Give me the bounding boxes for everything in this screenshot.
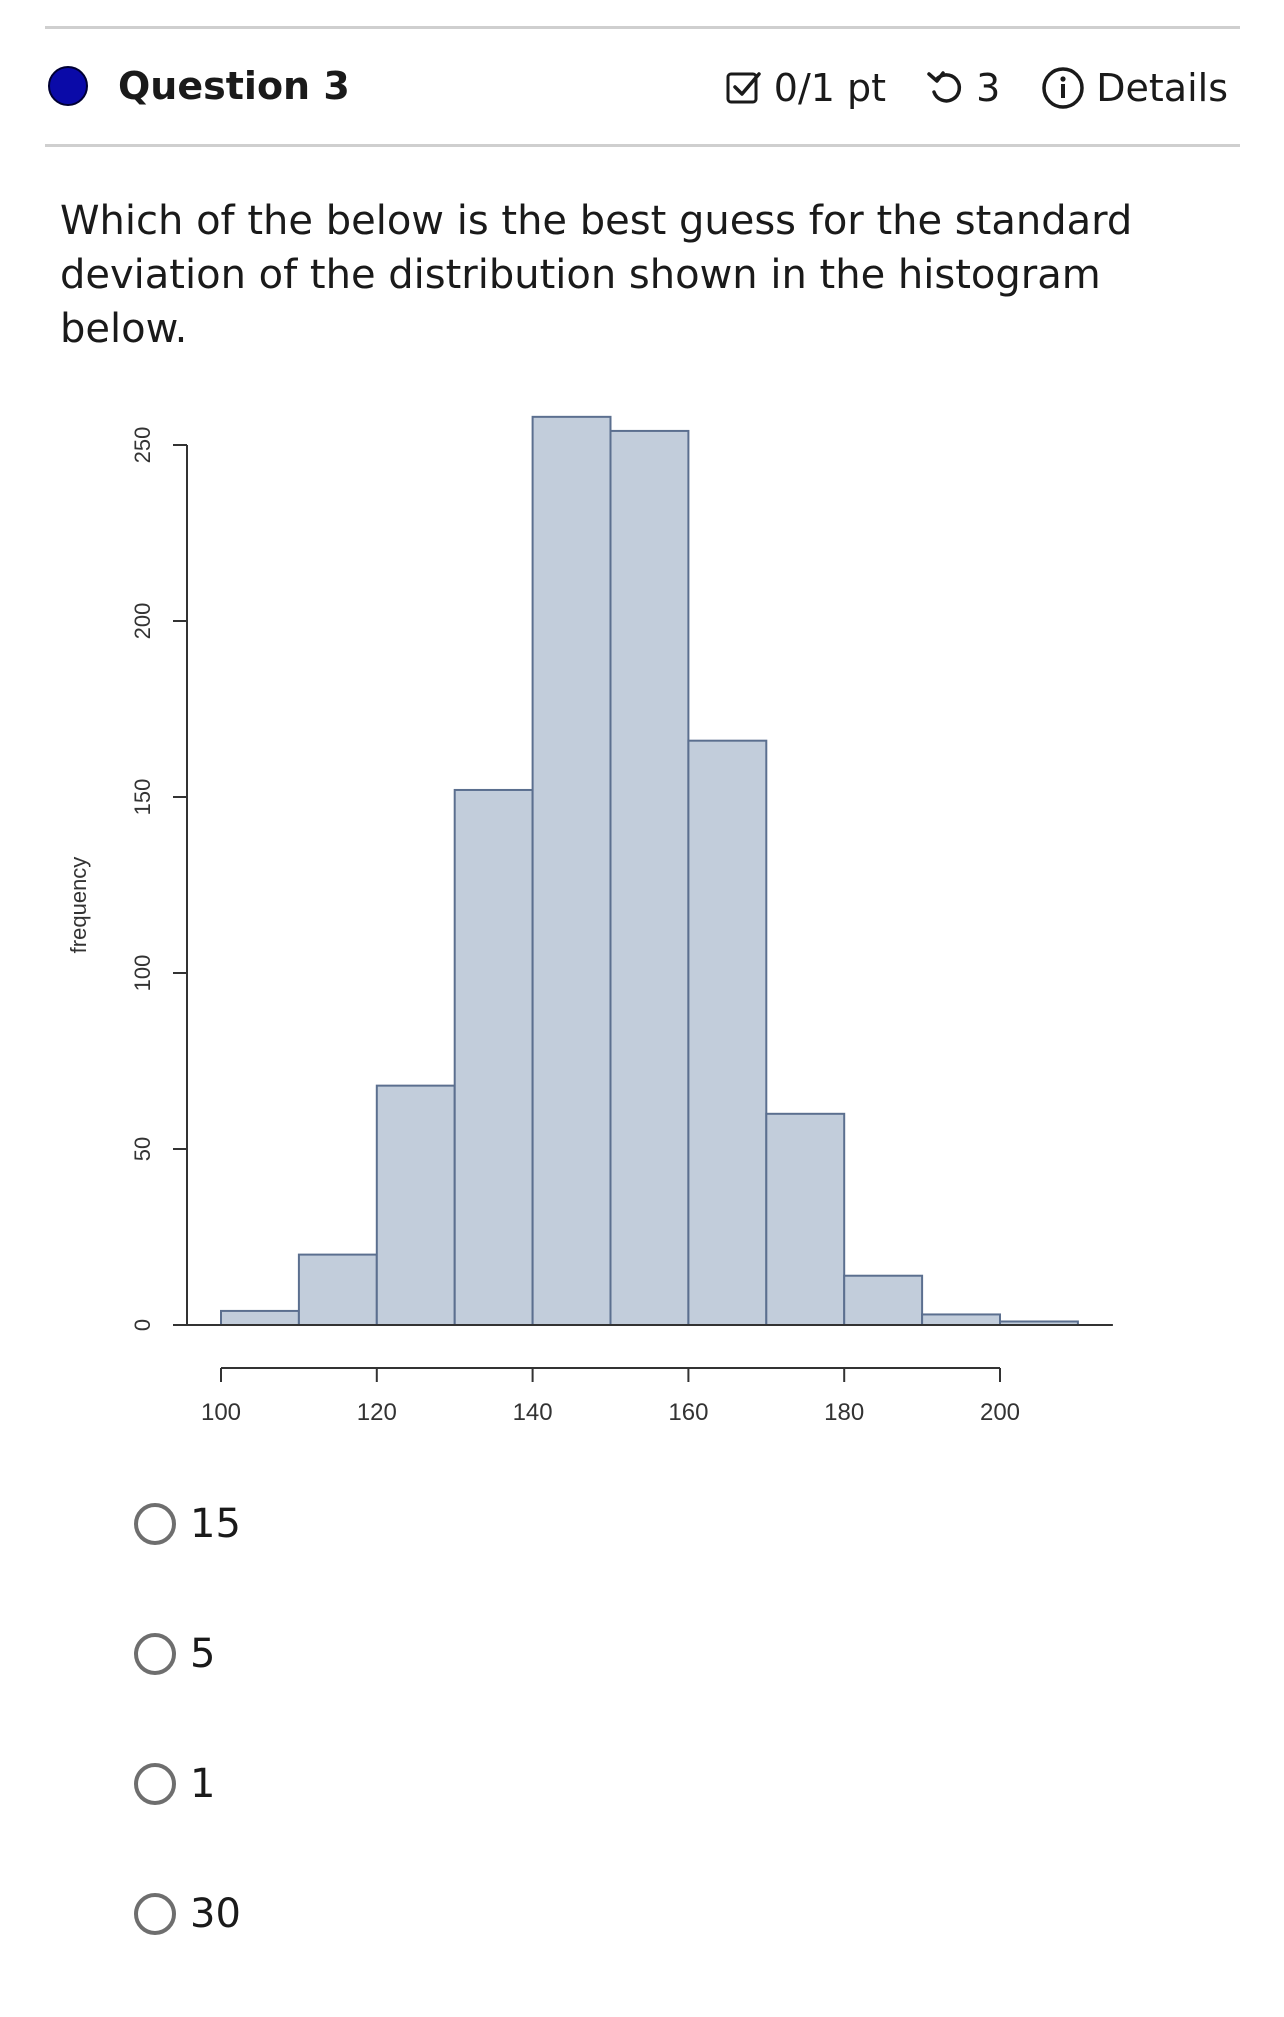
x-tick-label: 200 xyxy=(980,1399,1020,1426)
details-link[interactable]: Details xyxy=(1040,64,1228,112)
x-tick-label: 120 xyxy=(357,1399,397,1426)
radio-button[interactable] xyxy=(134,1503,176,1545)
histogram-bar xyxy=(453,788,534,1326)
histogram-bar xyxy=(297,1253,378,1326)
info-icon xyxy=(1040,65,1086,111)
histogram-bar xyxy=(687,739,768,1326)
answer-option[interactable]: 15 xyxy=(134,1500,241,1548)
histogram-bar xyxy=(531,415,612,1326)
answer-option[interactable]: 1 xyxy=(134,1760,215,1808)
top-divider xyxy=(45,26,1240,29)
x-tick-label: 100 xyxy=(201,1399,241,1426)
histogram-bar xyxy=(921,1313,1001,1327)
details-label[interactable]: Details xyxy=(1096,66,1228,110)
answer-label: 1 xyxy=(190,1761,216,1807)
y-tick-label: 0 xyxy=(130,1319,155,1331)
x-tick-label: 180 xyxy=(824,1399,864,1426)
histogram-bar xyxy=(375,1084,456,1327)
y-tick-label: 50 xyxy=(130,1137,155,1161)
histogram: 0 50 100 150 200 250 frequency 100 120 140 160 180 2… xyxy=(0,380,1284,1444)
question-status-dot xyxy=(48,66,88,106)
question-text: Which of the below is the best guess for… xyxy=(60,198,1133,352)
answer-label: 15 xyxy=(190,1501,241,1547)
x-tick-label: 140 xyxy=(513,1399,553,1426)
retry-icon xyxy=(926,68,966,108)
y-tick-label: 250 xyxy=(130,427,155,464)
histogram-bar xyxy=(220,1309,300,1326)
question-meta: 0/1 pt 3 Details xyxy=(724,64,1228,112)
answer-label: 30 xyxy=(190,1891,241,1937)
attempts-group: 3 xyxy=(926,64,1000,112)
attempts-text: 3 xyxy=(976,66,1001,110)
score-text: 0/1 pt xyxy=(773,66,887,110)
header-divider xyxy=(45,144,1240,147)
question-title: Question 3 xyxy=(118,64,350,108)
checkbox-icon xyxy=(724,68,764,108)
radio-button[interactable] xyxy=(134,1633,176,1675)
y-tick-label: 200 xyxy=(130,603,155,640)
radio-button[interactable] xyxy=(134,1763,176,1805)
score-group: 0/1 pt xyxy=(724,64,886,112)
histogram-svg: 0 50 100 150 200 250 frequency 100 120 140 160 180 2… xyxy=(66,415,1113,1426)
y-tick-label: 100 xyxy=(130,955,155,992)
radio-button[interactable] xyxy=(134,1893,176,1935)
y-axis-label: frequency xyxy=(66,857,91,954)
histogram-bar xyxy=(765,1112,846,1326)
y-tick-label: 150 xyxy=(130,779,155,816)
histogram-bar xyxy=(843,1274,924,1326)
x-tick-label: 160 xyxy=(668,1399,708,1426)
answer-option[interactable]: 30 xyxy=(134,1890,241,1938)
answer-option[interactable]: 5 xyxy=(134,1630,215,1678)
answer-label: 5 xyxy=(190,1631,216,1677)
histogram-bar xyxy=(609,429,690,1327)
